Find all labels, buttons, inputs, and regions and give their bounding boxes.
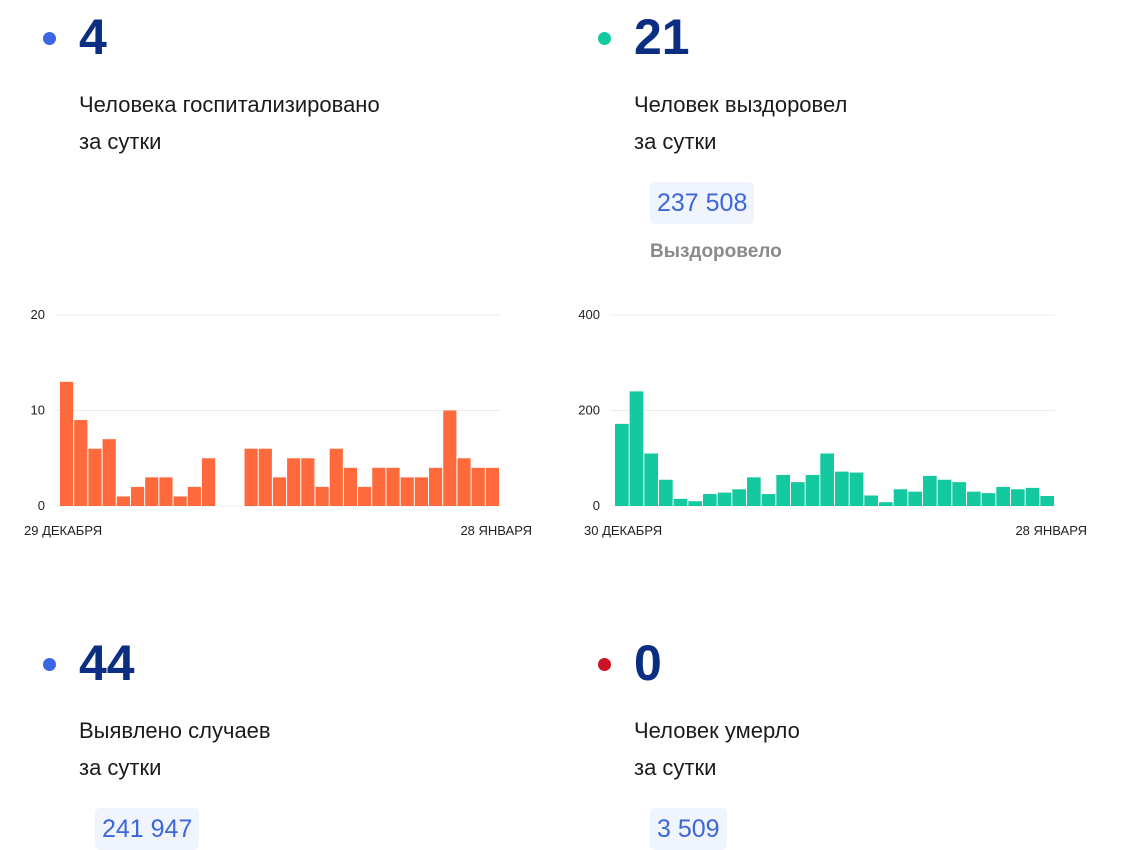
bar xyxy=(879,502,893,506)
bar xyxy=(88,448,102,506)
bar xyxy=(937,479,952,506)
deaths-caption-line1: Человек умерло xyxy=(634,718,800,743)
bar xyxy=(443,410,457,506)
bar xyxy=(805,474,820,506)
bar xyxy=(173,496,187,506)
bar xyxy=(967,491,981,506)
bar xyxy=(864,495,878,506)
bar xyxy=(74,420,88,506)
x-start-label: 30 ДЕКАБРЯ xyxy=(584,523,662,538)
y-tick-label: 0 xyxy=(38,498,45,513)
recovered-value: 21 xyxy=(634,9,690,65)
bar xyxy=(471,467,485,506)
bar xyxy=(761,494,776,506)
hospitalized-caption-line2: за сутки xyxy=(79,129,162,154)
bar xyxy=(1040,495,1054,506)
y-tick-label: 0 xyxy=(593,498,600,513)
hospitalized-caption: Человека госпитализировано за сутки xyxy=(79,86,380,160)
cases-caption: Выявлено случаев за сутки xyxy=(79,712,271,786)
bar xyxy=(159,477,173,506)
hospitalized-panel: 4 Человека госпитализировано за сутки 0 1… xyxy=(0,0,540,560)
bar xyxy=(673,498,688,506)
bar xyxy=(776,474,790,506)
bar xyxy=(60,381,74,506)
cases-dot xyxy=(43,658,56,671)
bar xyxy=(429,467,443,506)
bar xyxy=(644,453,658,506)
hospitalized-dot xyxy=(43,32,56,45)
y-tick-label: 20 xyxy=(31,307,45,322)
bar xyxy=(187,486,201,506)
hospitalized-caption-line1: Человека госпитализировано xyxy=(79,92,380,117)
bar xyxy=(372,467,386,506)
bar xyxy=(820,453,834,506)
bar xyxy=(485,467,499,506)
bar xyxy=(130,486,145,506)
cases-value: 44 xyxy=(79,635,135,691)
deaths-total: 3 509 xyxy=(650,808,727,850)
bar xyxy=(287,458,301,506)
bar xyxy=(981,493,996,506)
bar xyxy=(893,489,908,506)
bar xyxy=(996,486,1010,506)
bar xyxy=(116,496,130,506)
y-tick-label: 200 xyxy=(578,403,600,418)
bar xyxy=(849,472,864,506)
bar xyxy=(952,482,966,507)
bar xyxy=(272,477,287,506)
deaths-value: 0 xyxy=(634,635,662,691)
bar xyxy=(457,458,471,506)
bar xyxy=(244,448,258,506)
deaths-dot xyxy=(598,658,611,671)
recovered-caption-line1: Человек выздоровел xyxy=(634,92,848,117)
bar xyxy=(908,491,922,506)
bar xyxy=(732,489,746,506)
bar xyxy=(703,494,717,506)
bar xyxy=(1011,489,1025,506)
bar xyxy=(659,479,673,506)
bar xyxy=(386,467,400,506)
recovered-caption-line2: за сутки xyxy=(634,129,717,154)
recovered-chart: 0 200 400 30 ДЕКАБРЯ 28 ЯНВАРЯ xyxy=(578,307,1087,538)
recovered-dot xyxy=(598,32,611,45)
bar xyxy=(923,475,937,506)
bar xyxy=(400,477,414,506)
bar xyxy=(747,477,761,506)
bar xyxy=(102,439,116,506)
deaths-caption: Человек умерло за сутки xyxy=(634,712,800,786)
bar xyxy=(358,486,372,506)
hospitalized-chart: 0 10 20 29 ДЕКАБРЯ 28 ЯНВАРЯ xyxy=(24,307,532,538)
recovered-caption: Человек выздоровел за сутки xyxy=(634,86,847,160)
y-tick-label: 400 xyxy=(578,307,600,322)
cases-total: 241 947 xyxy=(95,808,200,850)
bar xyxy=(301,458,315,506)
bar xyxy=(791,482,805,507)
bar xyxy=(329,448,343,506)
cases-caption-line2: за сутки xyxy=(79,755,162,780)
hospitalized-value: 4 xyxy=(79,9,107,65)
bar xyxy=(258,448,272,506)
y-tick-label: 10 xyxy=(31,403,45,418)
bar xyxy=(835,471,849,506)
bar xyxy=(414,477,429,506)
x-end-label: 28 ЯНВАРЯ xyxy=(460,523,532,538)
recovered-total-label: Выздоровело xyxy=(650,241,782,262)
bar xyxy=(717,492,732,506)
bar xyxy=(615,423,629,506)
bar xyxy=(145,477,159,506)
bar xyxy=(688,501,702,506)
bar xyxy=(315,486,329,506)
bar xyxy=(201,458,216,506)
x-end-label: 28 ЯНВАРЯ xyxy=(1015,523,1087,538)
bar xyxy=(629,391,644,506)
cases-panel: 44 Выявлено случаев за сутки 241 947 xyxy=(0,626,540,850)
deaths-caption-line2: за сутки xyxy=(634,755,717,780)
bar xyxy=(1025,487,1040,506)
recovered-panel: 21 Человек выздоровел за сутки 237 508 В… xyxy=(555,0,1095,560)
recovered-total: 237 508 xyxy=(650,182,755,224)
bar xyxy=(343,467,358,506)
cases-caption-line1: Выявлено случаев xyxy=(79,718,271,743)
x-start-label: 29 ДЕКАБРЯ xyxy=(24,523,102,538)
deaths-panel: 0 Человек умерло за сутки 3 509 xyxy=(555,626,1095,850)
